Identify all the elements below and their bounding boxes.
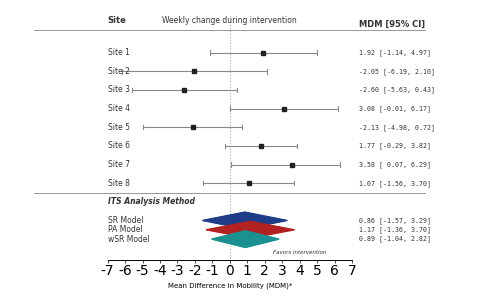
Text: MDM [95% CI]: MDM [95% CI] xyxy=(359,20,425,29)
Text: PA Model: PA Model xyxy=(107,225,142,234)
Text: 1.92 [-1.14, 4.97]: 1.92 [-1.14, 4.97] xyxy=(359,49,430,56)
Text: wSR Model: wSR Model xyxy=(107,235,149,244)
Text: -2.13 [-4.98, 0.72]: -2.13 [-4.98, 0.72] xyxy=(359,124,434,130)
Text: Site 5: Site 5 xyxy=(107,123,129,132)
Text: Site 4: Site 4 xyxy=(107,104,129,113)
Text: -2.60 [-5.63, 0.43]: -2.60 [-5.63, 0.43] xyxy=(359,87,434,93)
X-axis label: Mean Difference in Mobility (MDM)*: Mean Difference in Mobility (MDM)* xyxy=(167,283,291,289)
Text: Site: Site xyxy=(107,16,126,25)
Text: Site 2: Site 2 xyxy=(107,67,129,76)
Polygon shape xyxy=(205,221,294,238)
Text: Site 8: Site 8 xyxy=(107,179,129,188)
Text: Favors intervention: Favors intervention xyxy=(272,250,325,255)
Text: Site 3: Site 3 xyxy=(107,85,129,95)
Text: Site 6: Site 6 xyxy=(107,142,129,150)
Polygon shape xyxy=(211,231,279,247)
Text: SR Model: SR Model xyxy=(107,216,143,225)
Text: 3.08 [-0.01, 6.17]: 3.08 [-0.01, 6.17] xyxy=(359,105,430,112)
Text: Site 1: Site 1 xyxy=(107,48,129,57)
Text: Weekly change during intervention: Weekly change during intervention xyxy=(162,16,297,25)
Text: Site 7: Site 7 xyxy=(107,160,129,169)
Text: -2.05 [-6.19, 2.10]: -2.05 [-6.19, 2.10] xyxy=(359,68,434,75)
Text: 0.86 [-1.57, 3.29]: 0.86 [-1.57, 3.29] xyxy=(359,217,430,224)
Text: 0.89 [-1.04, 2.82]: 0.89 [-1.04, 2.82] xyxy=(359,236,430,243)
Text: 3.58 [ 0.07, 6.29]: 3.58 [ 0.07, 6.29] xyxy=(359,161,430,168)
Text: 1.77 [-0.29, 3.82]: 1.77 [-0.29, 3.82] xyxy=(359,142,430,149)
Polygon shape xyxy=(202,212,286,229)
Text: 1.07 [-1.56, 3.70]: 1.07 [-1.56, 3.70] xyxy=(359,180,430,187)
Text: 1.17 [-1.36, 3.70]: 1.17 [-1.36, 3.70] xyxy=(359,227,430,233)
Text: ITS Analysis Method: ITS Analysis Method xyxy=(107,197,194,206)
